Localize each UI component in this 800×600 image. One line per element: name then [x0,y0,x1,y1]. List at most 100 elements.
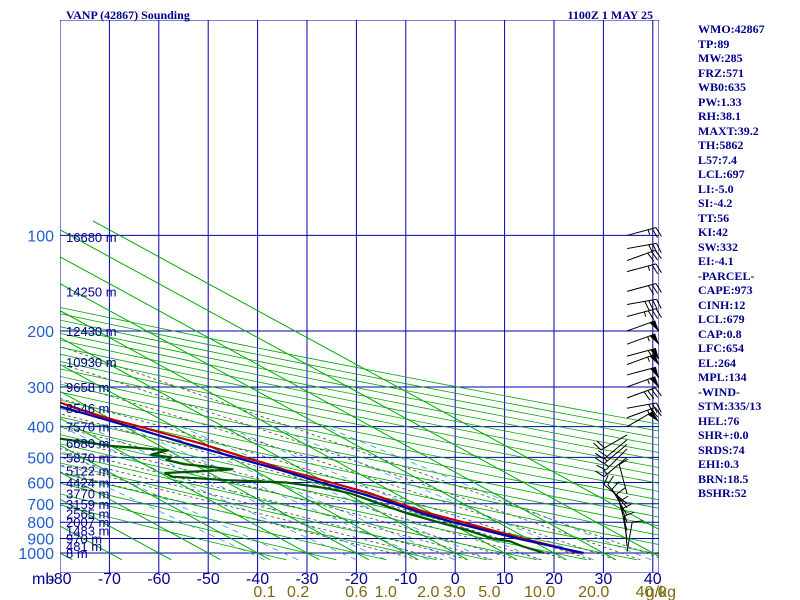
mixing-ratio-label: 10.0 [524,584,555,600]
height-label: 970 m [66,531,102,546]
pressure-tick-label: 200 [27,324,54,341]
pressure-tick-label: 400 [27,420,54,437]
barb-pennant [649,333,660,346]
barb-flag [596,464,607,471]
mixing-ratio-label: 5.0 [478,584,500,600]
height-label: 1483 m [66,524,109,539]
dry-adiabat [60,368,659,492]
barb-staff [626,249,656,262]
barb-pennant [649,376,660,388]
barb-pennant [649,320,660,333]
index-item: WB0:635 [698,80,746,94]
pressure-tick-label: 1000 [18,546,54,563]
temperature-tick-label: -30 [295,571,318,588]
barb-half [643,311,647,317]
index-item: BRN:18.5 [698,471,749,486]
wind-barb [626,406,662,419]
wind-barb [626,320,660,333]
temperature-tick-label: -10 [394,571,417,588]
wind-barb [618,458,629,494]
barb-flag [652,403,658,414]
index-item: SI:-4.2 [698,196,733,210]
barb-flag [655,263,662,273]
barb-flag [595,452,605,460]
barb-flag [648,300,654,311]
wind-barb [626,333,660,346]
index-item: EL:264 [698,355,737,370]
stability-indices: WMO:42867 TP:89 MW:285 FRZ:571 WB0:635 PW:1.3… [698,22,798,501]
height-label: 5122 m [66,464,109,479]
height-label: 14250 m [66,284,117,299]
dry-adiabat [60,493,337,561]
wind-barb [595,457,628,478]
index-item: LFC:654 [698,341,744,355]
barb-staff [600,434,628,451]
barb-flag [647,390,655,400]
barb-flag [607,475,614,485]
mixing-ratio-label: 0.1 [253,584,275,600]
barb-staff [603,457,628,478]
index-item: MAXT:39.2 [698,123,759,138]
height-label: 10930 m [66,355,117,370]
barb-staff [626,263,657,273]
height-label: 2007 m [66,515,109,530]
barb-staff [626,308,657,317]
isotherm [60,444,271,561]
barb-staff [626,283,657,292]
barb-flag [596,440,605,449]
index-item: MW:285 [698,51,743,65]
barb-flag [656,299,662,309]
dry-adiabat [60,353,659,476]
barb-flag [651,228,659,238]
mixing-ratio-line [60,464,265,561]
index-item: PW:1.33 [698,94,742,109]
isotherm [60,417,320,561]
temperature-tick-label: -60 [147,571,170,588]
barb-flag [632,520,643,523]
temperature-tick-label: -80 [48,571,71,588]
mixing-ratio-line [273,426,594,561]
index-item: TH:5862 [698,138,744,152]
index-item: RH:38.1 [698,109,741,123]
mixing-ratio-label: 1.0 [375,584,397,600]
barb-flag [651,251,659,261]
dry-adiabat [60,339,659,461]
isotherm [0,221,23,560]
index-item: -WIND- [698,384,740,399]
parcel-line [60,405,584,555]
pressure-tick-label: 800 [27,515,54,532]
index-item: LCL:697 [698,167,745,181]
barb-staff [626,376,656,388]
barb-staff [626,402,657,409]
wind-barb [623,511,635,546]
barb-half [647,229,651,235]
index-item: STM:335/13 [698,399,762,413]
index-item: CAP:0.8 [698,326,742,341]
index-item: BSHR:52 [698,486,747,500]
isotherm [60,363,419,561]
mixing-ratio-label: 20.0 [578,584,609,600]
barb-half [647,336,650,342]
barb-staff [603,444,628,465]
index-item: FRZ:571 [698,65,744,80]
moist-adiabat [60,381,616,561]
dry-adiabat [60,504,287,561]
wind-barb [595,439,628,460]
barb-flag [598,450,608,457]
mixing-ratio-line [125,426,429,561]
barb-flag [656,243,662,253]
wind-barb [616,487,628,523]
index-item: HEL:76 [698,413,740,428]
temperature-tick-label: -70 [98,571,121,588]
height-label: 9658 m [66,380,109,395]
mixing-ratio-line [60,426,357,561]
pressure-tick-label: 700 [27,497,54,514]
barb-flag [651,264,659,275]
barb-flag [654,407,662,417]
barb-flag [651,284,659,294]
dry-adiabat [60,425,659,555]
temperature-tick-label: -40 [246,571,269,588]
moist-adiabat [60,471,419,561]
dry-adiabat [60,452,537,561]
index-item: SRDS:74 [698,442,745,457]
